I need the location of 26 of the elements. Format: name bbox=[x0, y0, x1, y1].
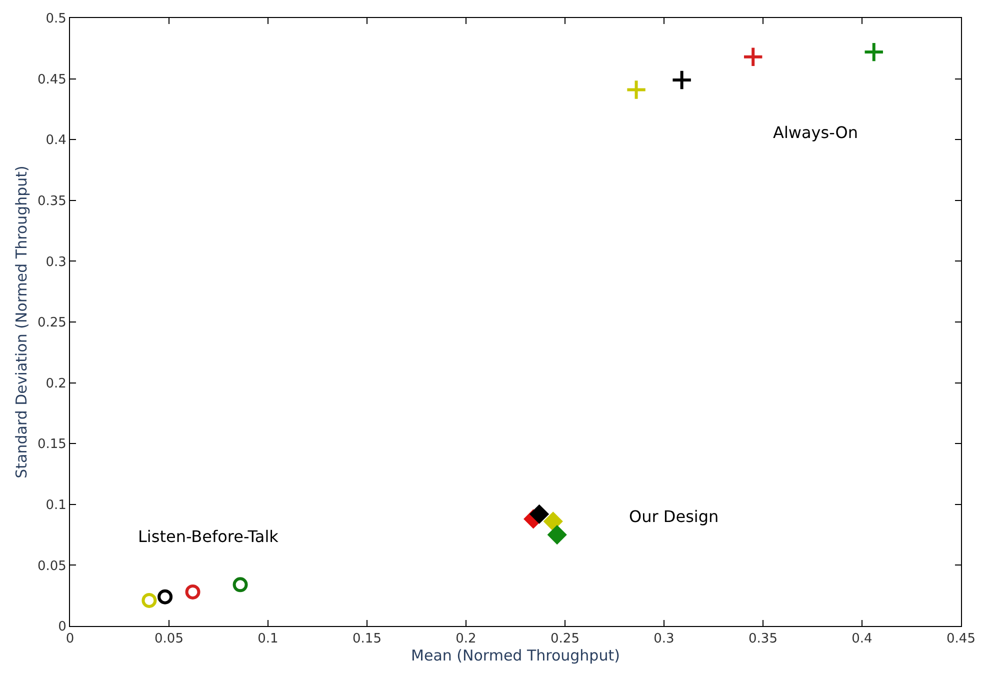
x-tick-label: 0.35 bbox=[748, 632, 778, 647]
y-tick-label: 0.05 bbox=[37, 558, 66, 574]
y-tick-label: 0.5 bbox=[46, 12, 66, 27]
y-tick-label: 0.25 bbox=[37, 316, 66, 331]
y-tick-label: 0.15 bbox=[37, 437, 66, 452]
annotation: Our Design bbox=[629, 507, 719, 526]
x-tick-label: 0.3 bbox=[654, 632, 674, 647]
x-tick-label: 0.4 bbox=[852, 632, 872, 647]
annotation: Listen-Before-Talk bbox=[138, 527, 280, 546]
x-axis-title: Mean (Normed Throughput) bbox=[411, 646, 620, 665]
x-tick-label: 0.2 bbox=[456, 632, 476, 647]
y-tick-label: 0.35 bbox=[37, 194, 66, 209]
x-tick-label: 0.1 bbox=[258, 632, 278, 647]
y-tick-label: 0 bbox=[58, 620, 66, 635]
x-tick-label: 0.05 bbox=[154, 632, 184, 647]
y-tick-label: 0.2 bbox=[46, 376, 66, 392]
y-tick-label: 0.45 bbox=[37, 72, 66, 88]
annotation: Always-On bbox=[773, 123, 858, 142]
x-tick-label: 0.45 bbox=[946, 632, 976, 647]
y-tick-label: 0.1 bbox=[46, 498, 66, 513]
y-axis-title: Standard Deviation (Normed Throughput) bbox=[12, 166, 31, 478]
x-tick-label: 0.15 bbox=[352, 632, 382, 647]
y-tick-label: 0.4 bbox=[46, 133, 66, 148]
point bbox=[232, 577, 248, 592]
x-tick-label: 0.25 bbox=[550, 632, 580, 647]
y-tick-label: 0.3 bbox=[46, 254, 66, 270]
